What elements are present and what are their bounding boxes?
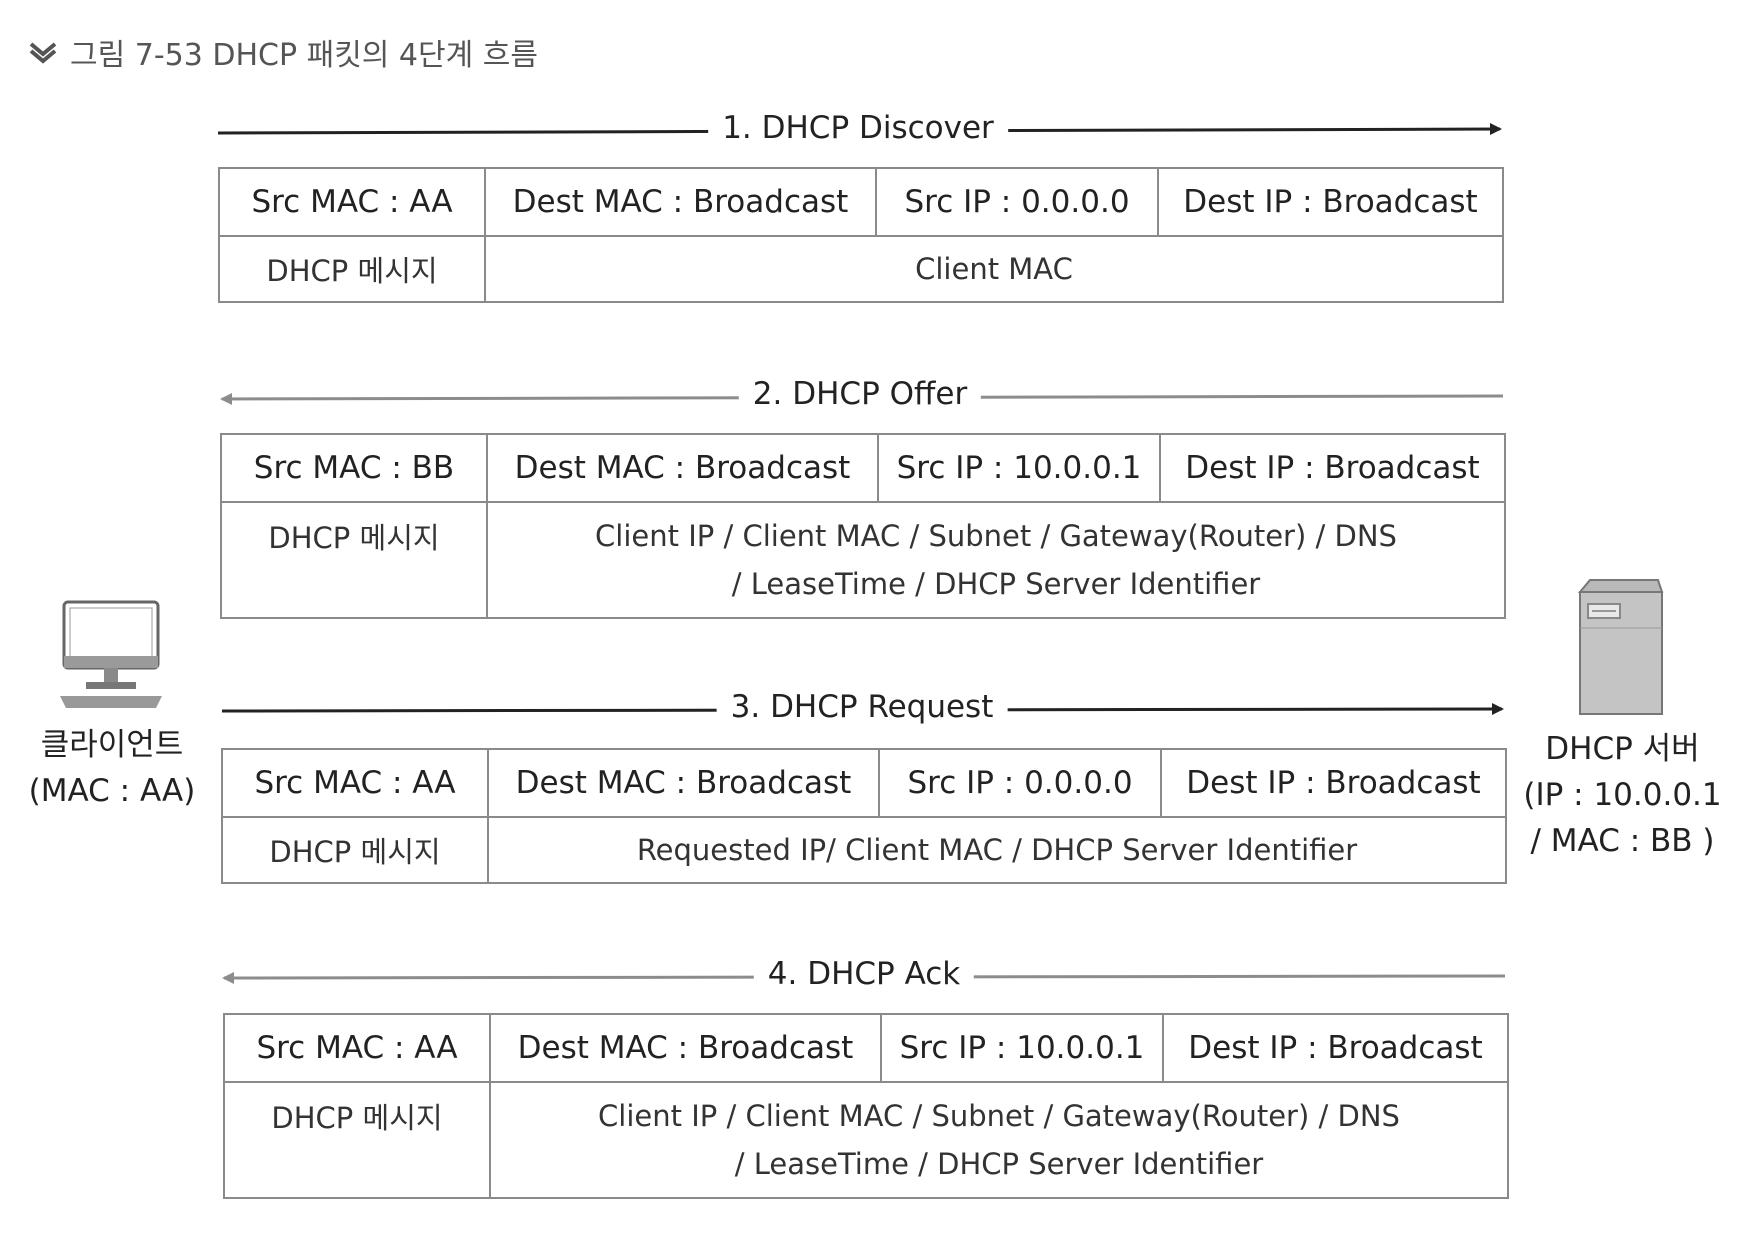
step1-label: 1. DHCP Discover [708,110,1008,146]
packet-header-row: Src MAC : AA Dest MAC : Broadcast Src IP… [218,167,1504,237]
src-mac-cell: Src MAC : AA [218,167,486,237]
dhcp-message-body: Client IP / Client MAC / Subnet / Gatewa… [486,501,1506,619]
step4-label: 4. DHCP Ack [753,956,975,992]
src-ip-cell: Src IP : 0.0.0.0 [878,748,1162,818]
dhcp-message-label: DHCP 메시지 [223,1081,491,1199]
packet-header-row: Src MAC : BB Dest MAC : Broadcast Src IP… [220,433,1506,503]
src-mac-cell: Src MAC : AA [221,748,489,818]
dest-ip-cell: Dest IP : Broadcast [1159,433,1506,503]
packet-header-row: Src MAC : AA Dest MAC : Broadcast Src IP… [223,1013,1509,1083]
client-mac: (MAC : AA) [28,773,196,809]
src-mac-cell: Src MAC : AA [223,1013,491,1083]
src-ip-cell: Src IP : 0.0.0.0 [875,167,1159,237]
packet-message-row: DHCP 메시지 Client MAC [218,235,1504,303]
dhcp-message-label: DHCP 메시지 [220,501,488,619]
src-ip-cell: Src IP : 10.0.0.1 [877,433,1161,503]
packet-table-offer: Src MAC : BB Dest MAC : Broadcast Src IP… [220,433,1506,619]
double-chevron-down-icon [28,40,58,64]
message-line-1: Client IP / Client MAC / Subnet / Gatewa… [598,1099,1400,1133]
dest-ip-cell: Dest IP : Broadcast [1160,748,1507,818]
step2-label: 2. DHCP Offer [738,376,982,412]
src-ip-cell: Src IP : 10.0.0.1 [880,1013,1164,1083]
packet-message-row: DHCP 메시지 Client IP / Client MAC / Subnet… [220,501,1506,619]
figure-title: 그림 7-53 DHCP 패킷의 4단계 흐름 [28,30,538,74]
dest-mac-cell: Dest MAC : Broadcast [489,1013,882,1083]
message-line-1: Requested IP/ Client MAC / DHCP Server I… [636,833,1358,867]
packet-message-row: DHCP 메시지 Client IP / Client MAC / Subnet… [223,1081,1509,1199]
dhcp-message-body: Requested IP/ Client MAC / DHCP Server I… [487,816,1507,884]
computer-monitor-icon [56,600,166,714]
server-ip: (IP : 10.0.0.1 [1523,777,1722,813]
packet-message-row: DHCP 메시지 Requested IP/ Client MAC / DHCP… [221,816,1507,884]
dhcp-message-body: Client IP / Client MAC / Subnet / Gatewa… [489,1081,1509,1199]
dest-ip-cell: Dest IP : Broadcast [1157,167,1504,237]
packet-table-request: Src MAC : AA Dest MAC : Broadcast Src IP… [221,748,1507,884]
packet-table-ack: Src MAC : AA Dest MAC : Broadcast Src IP… [223,1013,1509,1199]
dhcp-message-label: DHCP 메시지 [218,235,486,303]
dest-mac-cell: Dest MAC : Broadcast [486,433,879,503]
server-mac: / MAC : BB ) [1530,823,1715,859]
message-line-2: / LeaseTime / DHCP Server Identifier [731,567,1261,601]
packet-table-discover: Src MAC : AA Dest MAC : Broadcast Src IP… [218,167,1504,303]
dest-mac-cell: Dest MAC : Broadcast [487,748,880,818]
client-name: 클라이언트 [40,727,184,763]
step3-label: 3. DHCP Request [716,689,1008,725]
packet-header-row: Src MAC : AA Dest MAC : Broadcast Src IP… [221,748,1507,818]
dhcp-message-label: DHCP 메시지 [221,816,489,884]
message-line-1: Client IP / Client MAC / Subnet / Gatewa… [595,519,1397,553]
dhcp-message-body: Client MAC [484,235,1504,303]
server-tower-icon [1570,578,1670,722]
client-label: 클라이언트 (MAC : AA) [22,722,202,814]
dest-mac-cell: Dest MAC : Broadcast [484,167,877,237]
figure-title-text: 그림 7-53 DHCP 패킷의 4단계 흐름 [70,38,538,73]
message-line-2: / LeaseTime / DHCP Server Identifier [734,1147,1264,1181]
server-name: DHCP 서버 [1545,731,1700,767]
dest-ip-cell: Dest IP : Broadcast [1162,1013,1509,1083]
server-label: DHCP 서버 (IP : 10.0.0.1 / MAC : BB ) [1505,726,1740,864]
src-mac-cell: Src MAC : BB [220,433,488,503]
message-line-1: Client MAC [915,252,1073,286]
